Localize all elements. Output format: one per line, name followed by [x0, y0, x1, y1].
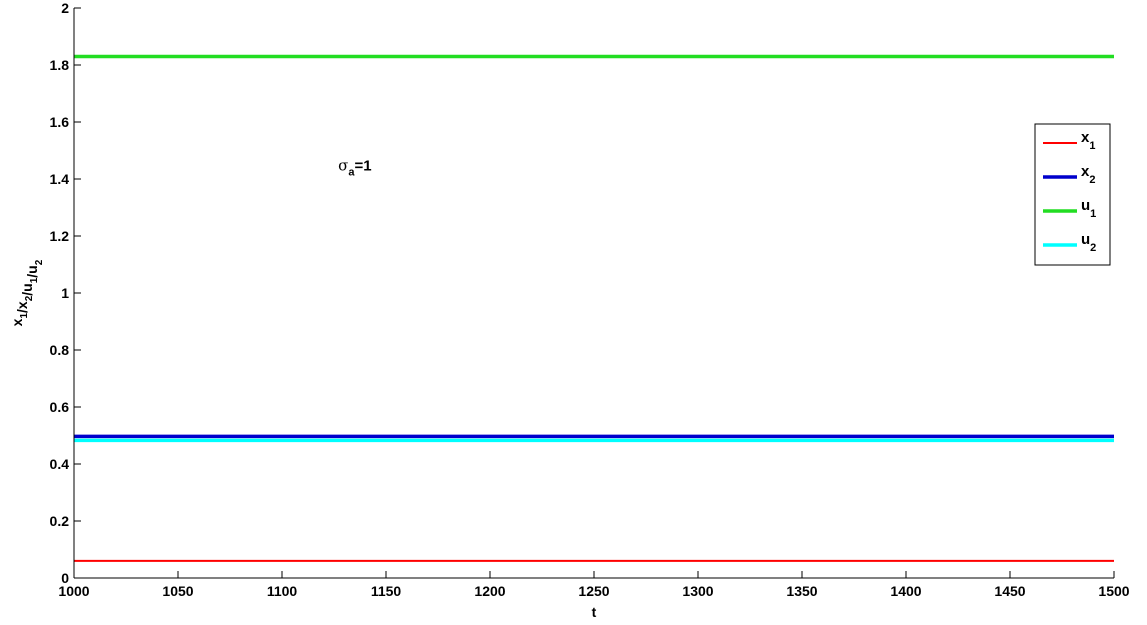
sigma-annotation: σa=1 [338, 156, 371, 178]
y-tick-label: 0 [61, 570, 69, 586]
y-tick-label: 0.6 [50, 399, 70, 415]
x-tick-label: 1300 [682, 583, 713, 599]
legend: x1 x2 u1 u2 [1034, 123, 1111, 266]
x-tick-label: 1050 [162, 583, 193, 599]
y-tick-label: 1 [61, 285, 69, 301]
y-tick-label: 1.2 [50, 228, 70, 244]
x-tick-label: 1450 [994, 583, 1025, 599]
x-tick-label: 1500 [1098, 583, 1129, 599]
x-tick-label: 1000 [58, 583, 89, 599]
legend-label-x2: x2 [1081, 163, 1095, 186]
y-tick-label: 0.2 [50, 513, 70, 529]
legend-label-x1: x1 [1081, 129, 1095, 152]
y-tick-label: 0.8 [50, 342, 70, 358]
x-tick-label: 1350 [786, 583, 817, 599]
legend-label-u2: u2 [1081, 231, 1096, 254]
x-tick-label: 1150 [371, 583, 402, 599]
ticks-layer: 1000 1050 1100 1150 1200 1250 1300 1350 1400 1450… [50, 0, 1130, 599]
y-tick-label: 1.4 [50, 171, 70, 187]
y-tick-label: 1.6 [50, 114, 70, 130]
legend-label-u1: u1 [1081, 197, 1096, 220]
x-tick-label: 1250 [578, 583, 609, 599]
series-layer [74, 54, 1114, 562]
legend-box [1034, 123, 1111, 266]
y-tick-label: 2 [61, 0, 69, 16]
x-axis-label: t [592, 604, 597, 620]
x-tick-label: 1100 [267, 583, 298, 599]
plot-area [74, 8, 1114, 578]
x-tick-label: 1400 [890, 583, 921, 599]
y-tick-label: 1.8 [50, 57, 70, 73]
y-tick-label: 0.4 [50, 456, 70, 472]
x-tick-label: 1200 [474, 583, 505, 599]
y-axis-label: x1/x2/u1/u2 [9, 259, 45, 326]
